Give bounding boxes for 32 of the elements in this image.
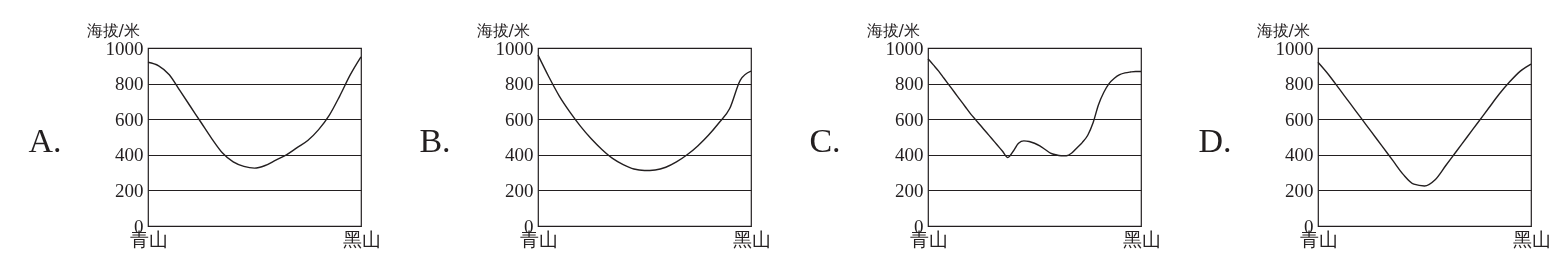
text: B. (419, 122, 451, 159)
y-tick-label: 600 (895, 108, 924, 130)
y-tick-label: 200 (115, 179, 144, 201)
y-tick-label: 400 (895, 144, 924, 166)
y-axis-title: 海拔/米 (86, 20, 140, 40)
text: C. (809, 122, 841, 159)
y-tick-label: 400 (1285, 144, 1314, 166)
y-tick-label: 200 (1285, 179, 1314, 201)
y-tick-label: 400 (115, 144, 144, 166)
x-tick-label: 黑山 (1122, 228, 1161, 250)
y-tick-label: 200 (895, 179, 924, 201)
y-tick-label: 1000 (1275, 37, 1314, 59)
y-tick-label: 800 (895, 73, 924, 95)
y-tick-label: 600 (1285, 108, 1314, 130)
x-tick-label: 黑山 (342, 228, 381, 250)
y-axis-title: 海拔/米 (1256, 20, 1310, 40)
y-tick-label: 1000 (105, 37, 144, 59)
y-tick-label: 800 (505, 73, 534, 95)
y-tick-label: 800 (1285, 73, 1314, 95)
y-tick-label: 200 (505, 179, 534, 201)
text: A. (28, 122, 62, 159)
y-axis-title: 海拔/米 (476, 20, 530, 40)
y-tick-label: 1000 (885, 37, 924, 59)
y-tick-label: 600 (115, 108, 144, 130)
y-tick-label: 600 (505, 108, 534, 130)
y-axis-title: 海拔/米 (866, 20, 920, 40)
y-tick-label: 400 (505, 144, 534, 166)
x-tick-label: 黑山 (732, 228, 771, 250)
y-tick-label: 1000 (495, 37, 534, 59)
x-tick-label: 黑山 (1512, 228, 1551, 250)
text: D. (1198, 122, 1232, 159)
y-tick-label: 800 (115, 73, 144, 95)
